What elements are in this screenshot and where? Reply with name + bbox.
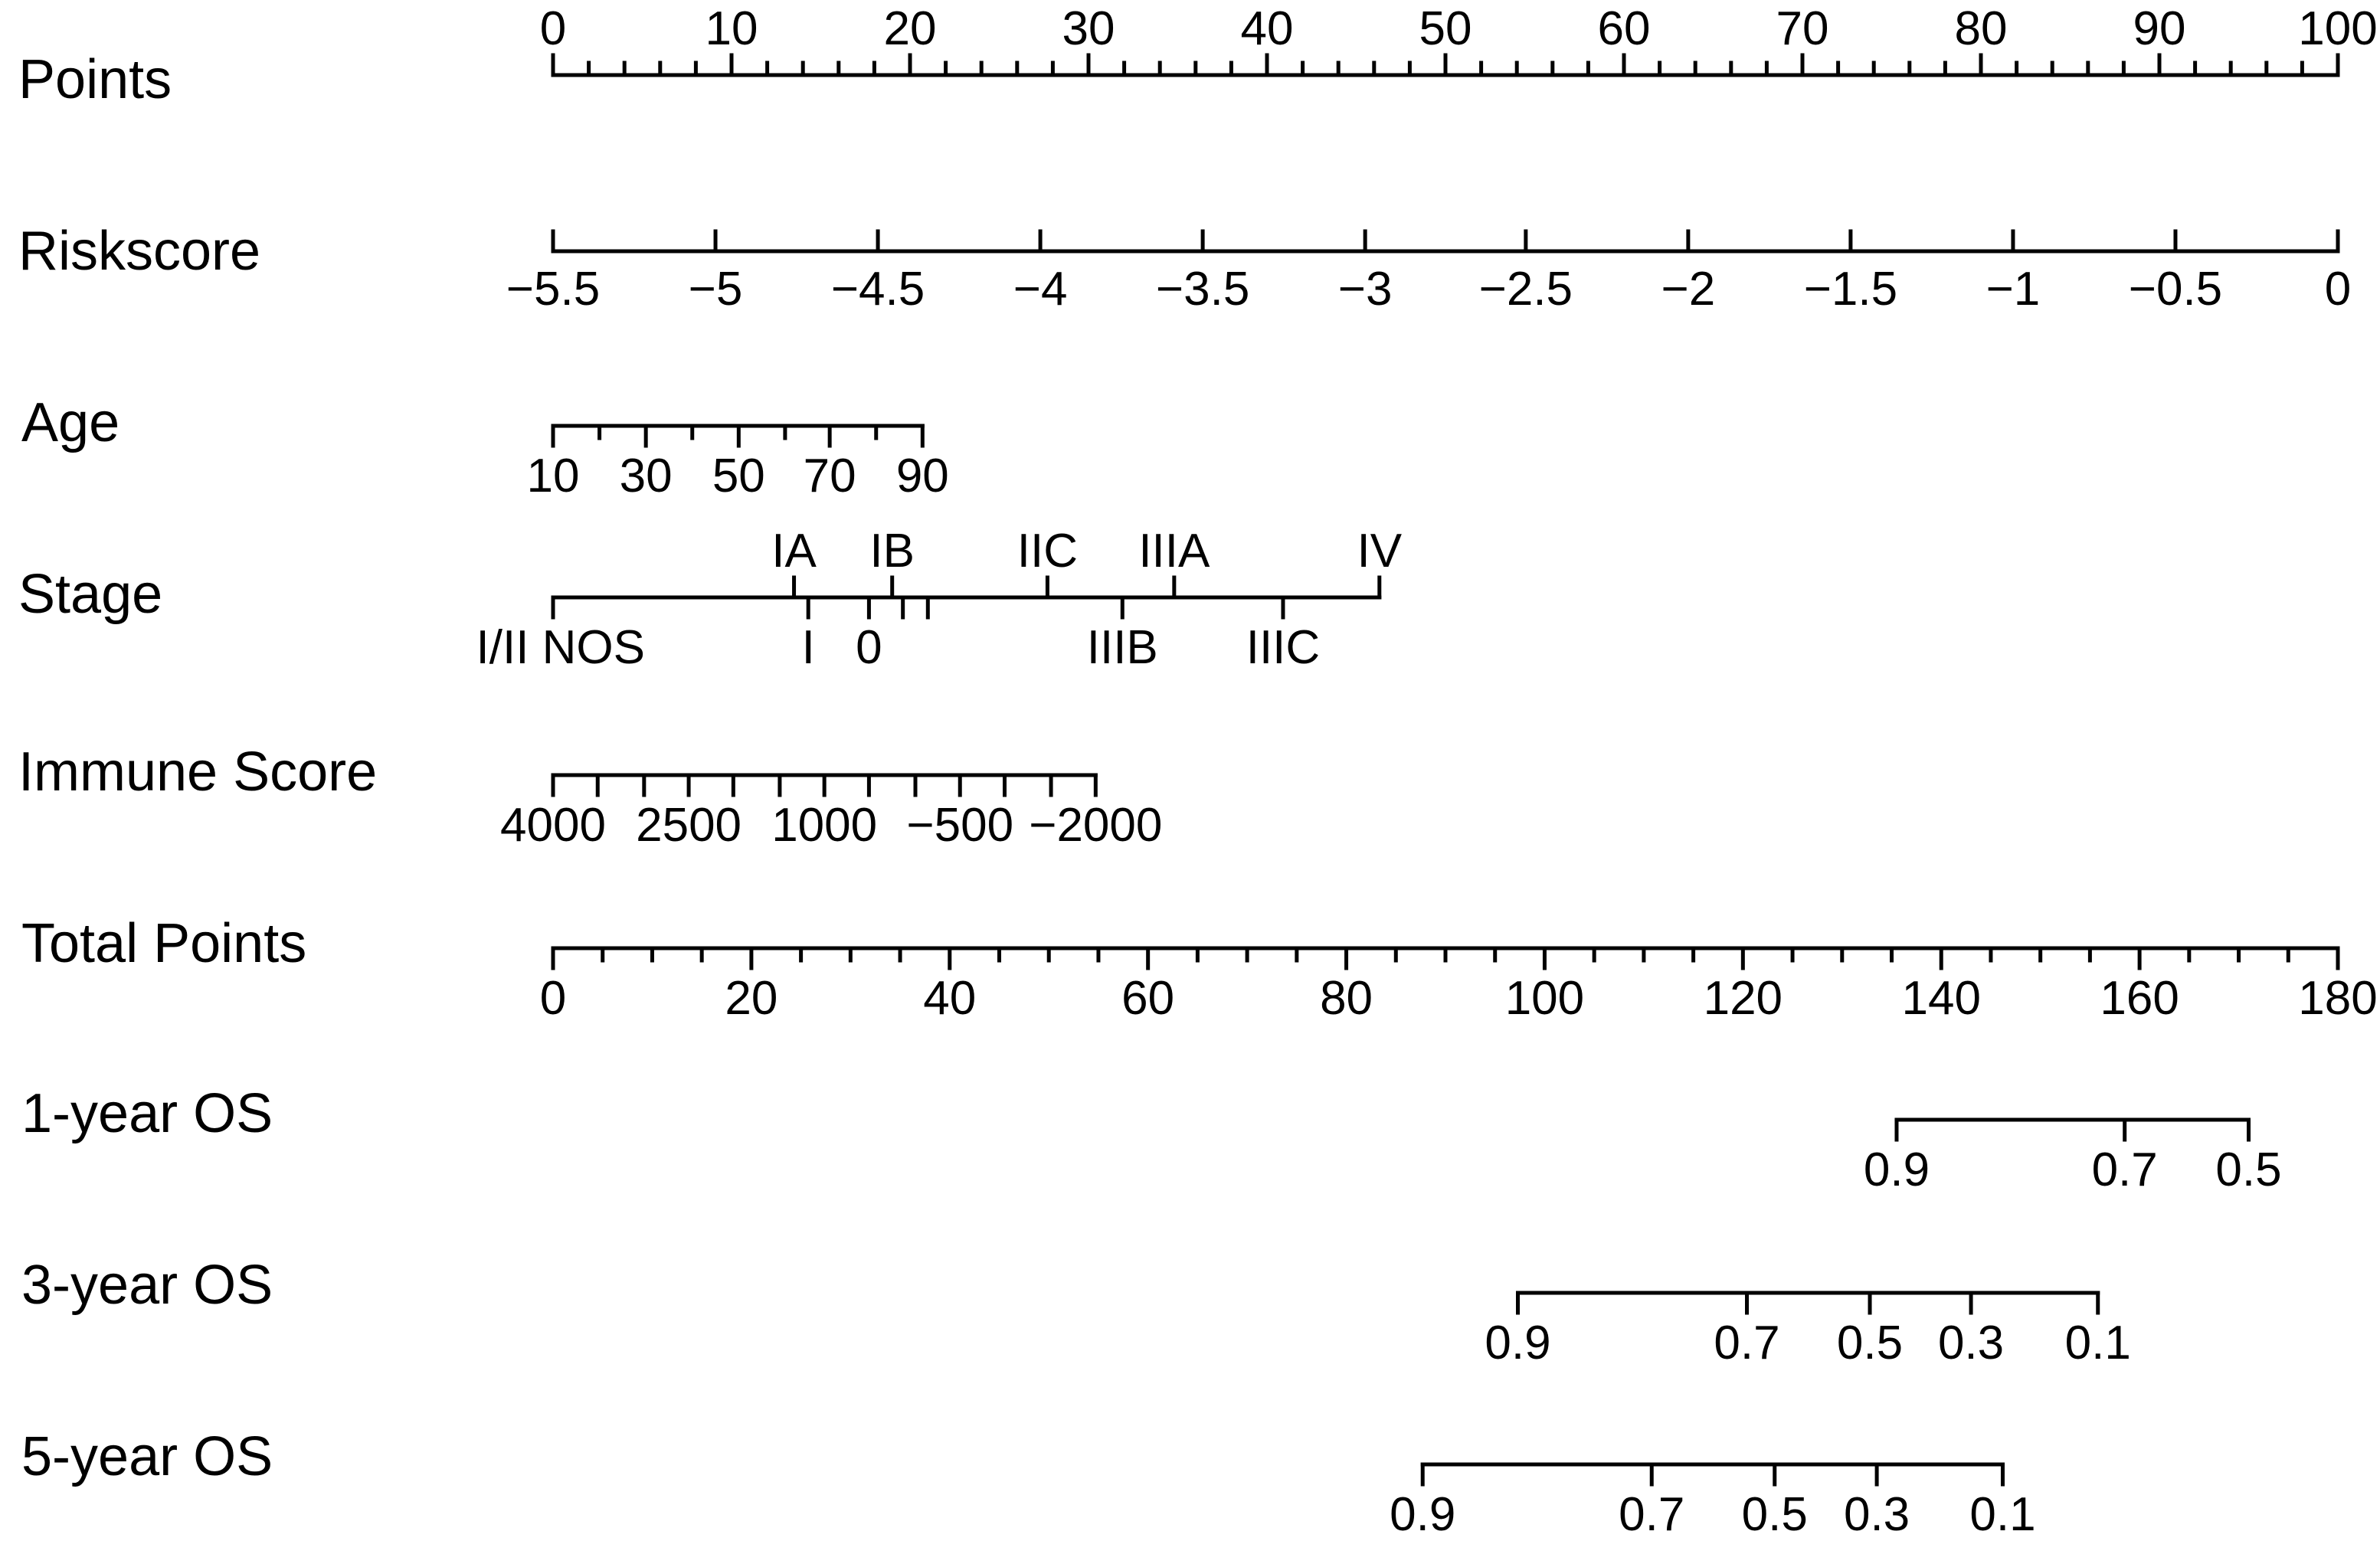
stage-category-label: IIIC xyxy=(1246,621,1320,674)
os-tick-label: 0.5 xyxy=(1742,1488,1808,1541)
row-label-1-year-os: 1-year OS xyxy=(21,1083,273,1144)
stage-scale: IA IB IIC IIIA IV I/II NOS I 0 IIIB IIIC xyxy=(476,525,1403,674)
row-label-points: Points xyxy=(18,49,172,110)
stage-category-label: IA xyxy=(771,525,817,577)
immune-score-tick-label: 4000 xyxy=(500,799,606,852)
stage-category-label: IIIA xyxy=(1138,525,1210,577)
immune-score-tick-label: −2000 xyxy=(1029,799,1162,852)
total-points-tick-label: 60 xyxy=(1121,972,1174,1025)
stage-category-label: IB xyxy=(869,525,915,577)
riskscore-tick-label: −3 xyxy=(1338,263,1393,316)
immune-score-scale: 4000 2500 1000 −500 −2000 xyxy=(500,773,1162,852)
stage-category-label: I/II NOS xyxy=(476,621,645,674)
total-points-scale: 0 20 40 60 80 100 120 140 160 180 xyxy=(540,946,2378,1025)
points-tick-label: 40 xyxy=(1241,2,1294,55)
points-tick-label: 100 xyxy=(2298,2,2377,55)
riskscore-tick-label: −1.5 xyxy=(1804,263,1897,316)
total-points-tick-label: 20 xyxy=(725,972,778,1025)
age-tick-label: 50 xyxy=(712,450,765,502)
riskscore-tick-label: −2 xyxy=(1661,263,1716,316)
os-tick-label: 0.7 xyxy=(2092,1143,2158,1196)
age-scale: 10 30 50 70 90 xyxy=(527,424,949,502)
riskscore-tick-label: −5 xyxy=(689,263,743,316)
riskscore-tick-label: −1 xyxy=(1986,263,2041,316)
stage-category-label: IV xyxy=(1357,525,1402,577)
stage-category-label: I xyxy=(802,621,815,674)
row-labels: Points Riskscore Age Stage Immune Score … xyxy=(18,49,377,1487)
riskscore-scale: −5.5 −5 −4.5 −4 −3.5 −3 −2.5 −2 −1.5 −1 −0.5 0 xyxy=(506,229,2351,316)
riskscore-tick-label: −0.5 xyxy=(2129,263,2222,316)
riskscore-tick-label: −2.5 xyxy=(1479,263,1573,316)
points-tick-label: 50 xyxy=(1419,2,1472,55)
age-tick-label: 10 xyxy=(527,450,580,502)
row-label-3-year-os: 3-year OS xyxy=(21,1255,273,1316)
riskscore-tick-label: −3.5 xyxy=(1156,263,1249,316)
age-tick-label: 90 xyxy=(896,450,949,502)
os-1-year-scale: 0.9 0.7 0.5 xyxy=(1864,1117,2282,1196)
age-tick-label: 30 xyxy=(620,450,673,502)
os-tick-label: 0.3 xyxy=(1938,1317,2004,1369)
os-tick-label: 0.1 xyxy=(1969,1488,2035,1541)
total-points-tick-label: 0 xyxy=(540,972,566,1025)
os-tick-label: 0.9 xyxy=(1864,1143,1930,1196)
stage-category-label: IIIB xyxy=(1087,621,1158,674)
row-label-total-points: Total Points xyxy=(21,913,306,974)
points-tick-label: 80 xyxy=(1955,2,2008,55)
row-label-immune-score: Immune Score xyxy=(18,741,377,803)
points-tick-label: 70 xyxy=(1776,2,1829,55)
immune-score-tick-label: −500 xyxy=(906,799,1013,852)
stage-category-label: IIC xyxy=(1017,525,1078,577)
row-label-age: Age xyxy=(21,392,119,453)
total-points-tick-label: 100 xyxy=(1505,972,1584,1025)
immune-score-tick-label: 2500 xyxy=(636,799,741,852)
riskscore-tick-label: −4.5 xyxy=(831,263,925,316)
points-tick-label: 90 xyxy=(2133,2,2186,55)
os-tick-label: 0.3 xyxy=(1844,1488,1910,1541)
total-points-tick-label: 40 xyxy=(923,972,976,1025)
os-tick-label: 0.1 xyxy=(2065,1317,2131,1369)
os-3-year-scale: 0.9 0.7 0.5 0.3 0.1 xyxy=(1485,1291,2131,1369)
row-label-5-year-os: 5-year OS xyxy=(21,1426,273,1487)
os-tick-label: 0.5 xyxy=(1837,1317,1903,1369)
points-tick-label: 20 xyxy=(884,2,937,55)
riskscore-tick-label: 0 xyxy=(2325,263,2351,316)
total-points-tick-label: 180 xyxy=(2298,972,2377,1025)
scales: 0 10 20 30 40 50 60 70 80 90 100−5.5 −5 −4.5 −4 −3.5 −3… xyxy=(476,2,2378,1541)
points-scale: 0 10 20 30 40 50 60 70 80 90 100 xyxy=(540,2,2378,77)
os-5-year-scale: 0.9 0.7 0.5 0.3 0.1 xyxy=(1390,1462,2036,1541)
os-tick-label: 0.7 xyxy=(1714,1317,1779,1369)
riskscore-tick-label: −4 xyxy=(1013,263,1068,316)
os-tick-label: 0.7 xyxy=(1619,1488,1684,1541)
total-points-tick-label: 120 xyxy=(1704,972,1783,1025)
age-tick-label: 70 xyxy=(804,450,856,502)
riskscore-tick-label: −5.5 xyxy=(506,263,600,316)
points-tick-label: 30 xyxy=(1062,2,1115,55)
points-tick-label: 0 xyxy=(540,2,566,55)
row-label-riskscore: Riskscore xyxy=(18,221,260,282)
stage-category-label: 0 xyxy=(856,621,882,674)
os-tick-label: 0.5 xyxy=(2215,1143,2281,1196)
total-points-tick-label: 160 xyxy=(2100,972,2179,1025)
points-tick-label: 10 xyxy=(705,2,758,55)
os-tick-label: 0.9 xyxy=(1485,1317,1550,1369)
row-label-stage: Stage xyxy=(18,564,162,625)
os-tick-label: 0.9 xyxy=(1390,1488,1455,1541)
total-points-tick-label: 80 xyxy=(1320,972,1373,1025)
points-tick-label: 60 xyxy=(1598,2,1651,55)
immune-score-tick-label: 1000 xyxy=(771,799,877,852)
total-points-tick-label: 140 xyxy=(1901,972,1980,1025)
